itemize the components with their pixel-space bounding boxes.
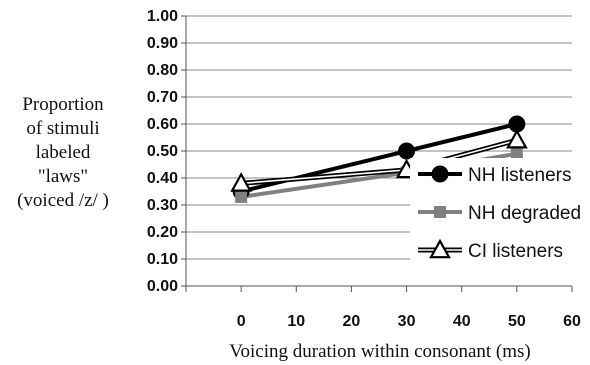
legend-label: CI listeners — [468, 241, 563, 262]
y-axis-title-line: Proportion — [22, 94, 104, 115]
y-axis-title: Proportion of stimuli labeled "laws" (voiced… — [17, 94, 109, 211]
data-point-marker — [398, 142, 416, 160]
y-tick-label: 0.80 — [147, 62, 178, 79]
y-tick-label: 0.40 — [147, 170, 178, 187]
x-tick-label: 10 — [287, 313, 305, 330]
y-tick-label: 0.20 — [147, 224, 178, 241]
y-tick-label: 0.30 — [147, 197, 178, 214]
x-tick-label: 40 — [453, 313, 471, 330]
y-tick-label: 0.60 — [147, 116, 178, 133]
y-axis-title-line: labeled — [36, 142, 91, 163]
data-point-marker — [505, 128, 528, 149]
x-tick-label: 0 — [237, 313, 246, 330]
y-tick-label: 1.00 — [147, 8, 178, 25]
x-tick-label: 60 — [563, 313, 581, 330]
data-point-marker — [510, 147, 523, 160]
axes — [181, 15, 573, 292]
x-tick-labels: 0 10 20 30 40 50 60 — [237, 313, 581, 330]
legend-marker — [431, 165, 449, 183]
y-tick-label: 0.90 — [147, 35, 178, 52]
y-axis-title-line: of stimuli — [26, 118, 99, 139]
series-markers — [230, 115, 528, 203]
data-point-marker — [235, 190, 248, 203]
x-tick-label: 30 — [398, 313, 416, 330]
data-point-marker — [230, 172, 253, 192]
y-axis-title-line: "laws" — [38, 166, 88, 187]
x-tick-label: 50 — [508, 313, 526, 330]
legend-label: NH listeners — [468, 165, 571, 186]
x-tick-label: 20 — [343, 313, 361, 330]
y-tick-label: 0.00 — [147, 278, 178, 295]
legend-marker — [429, 238, 451, 259]
y-tick-label: 0.10 — [147, 251, 178, 268]
legend-label: NH degraded — [468, 203, 581, 224]
y-tick-label: 0.70 — [147, 89, 178, 106]
y-tick-label: 0.50 — [147, 143, 178, 160]
x-axis-title: Voicing duration within consonant (ms) — [229, 341, 531, 362]
legend: NH listeners NH degraded CI listeners — [410, 158, 588, 282]
y-axis-title-line: (voiced /z/ ) — [17, 190, 109, 211]
y-tick-labels: 0.00 0.10 0.20 0.30 0.40 0.50 0.60 0.70 0.80 0.90… — [147, 8, 178, 295]
legend-marker — [434, 206, 446, 218]
